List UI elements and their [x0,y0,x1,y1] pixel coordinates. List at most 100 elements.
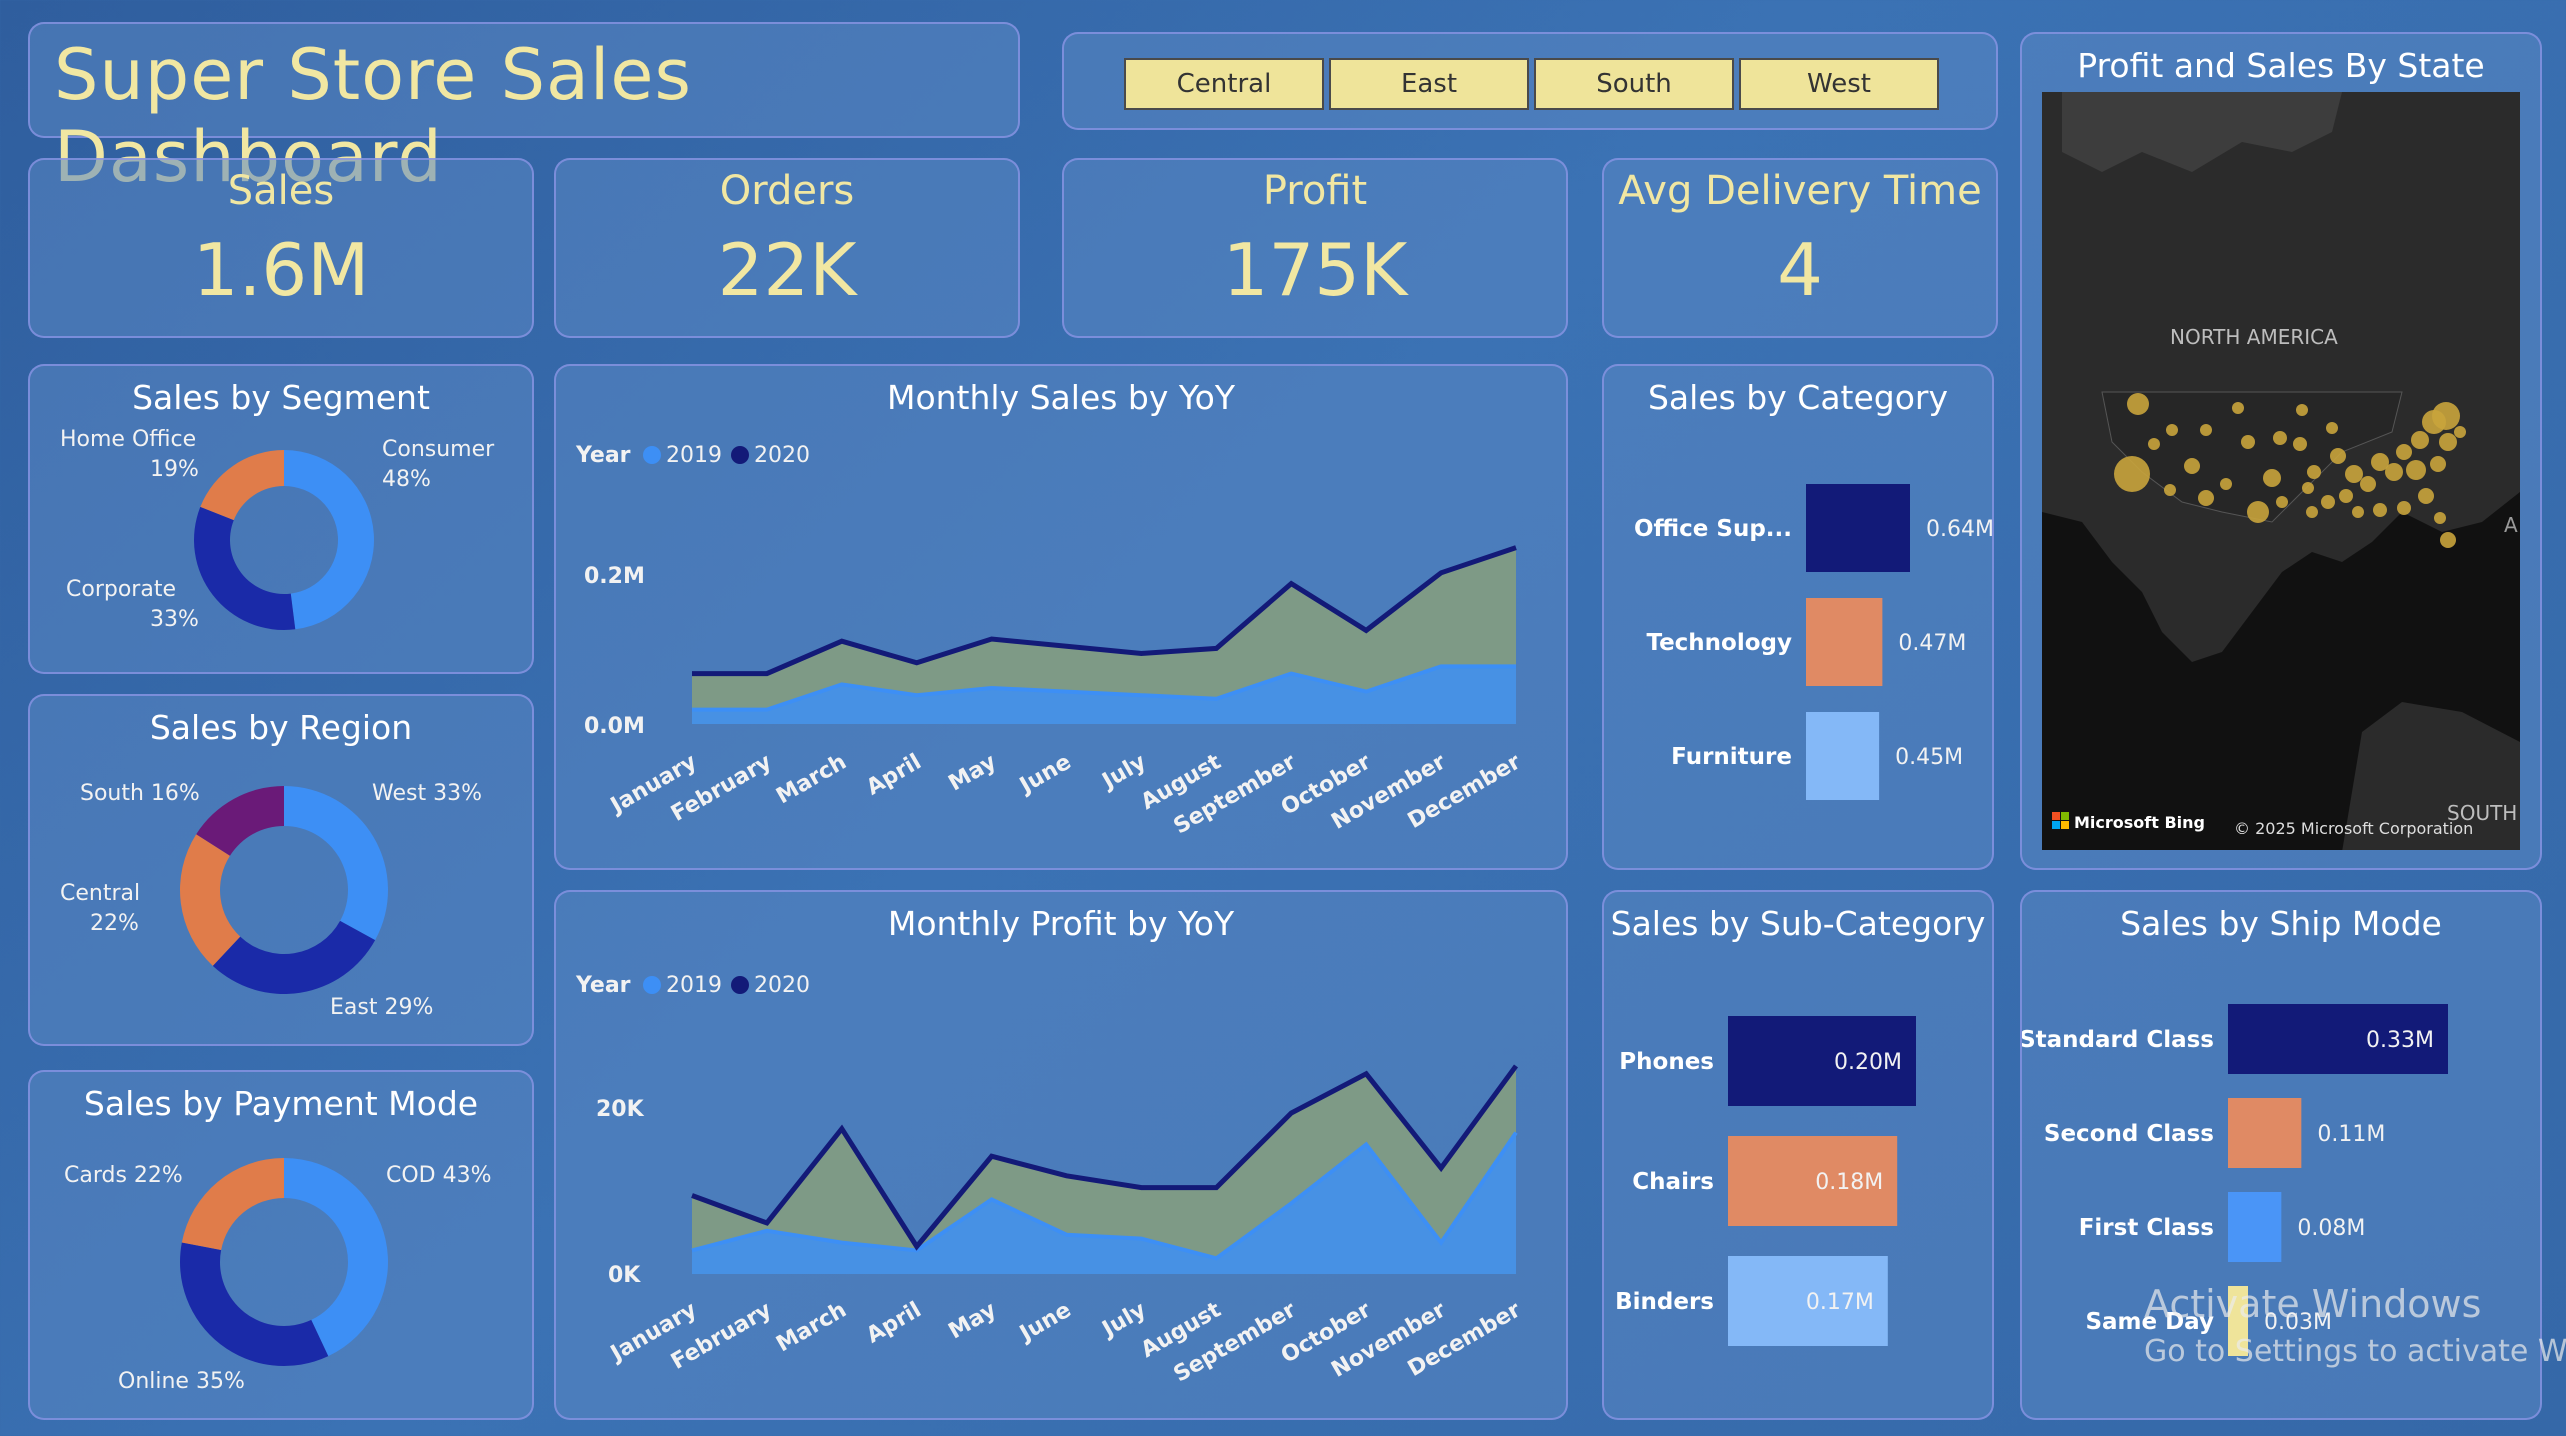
map-state-bubble[interactable] [2352,506,2364,518]
payment-online-label: Online 35% [118,1369,245,1394]
map-state-bubble[interactable] [2114,456,2150,492]
monthly-sales-card: Monthly Sales by YoY Year 2019 2020 0.2M… [554,364,1568,870]
map-state-bubble[interactable] [2385,463,2403,481]
map-state-bubble[interactable] [2127,393,2149,415]
map-state-bubble[interactable] [2454,426,2466,438]
slicer-south-button[interactable]: South [1534,58,1734,110]
payment-slice-cards[interactable] [181,1158,284,1251]
monthly-sales-title: Monthly Sales by YoY [886,378,1236,417]
map-state-bubble[interactable] [2373,503,2387,517]
map-state-bubble[interactable] [2406,460,2426,480]
kpi-delivery-label: Avg Delivery Time [1618,168,1982,214]
bar-second-class[interactable] [2228,1098,2302,1168]
slicer-east-button[interactable]: East [1329,58,1529,110]
kpi-delivery-card: Avg Delivery Time 4 [1602,158,1998,338]
bar-first-class[interactable] [2228,1192,2282,1262]
profit-line-2020[interactable] [691,1064,1519,1251]
map-state-bubble[interactable] [2439,433,2457,451]
map-state-bubble[interactable] [2411,431,2429,449]
region-slice-east[interactable] [212,920,376,994]
legend-2020-label: 2020 [754,443,810,468]
bar-technology[interactable] [1806,598,1883,686]
region-slice-west[interactable] [284,786,388,941]
map-state-bubble[interactable] [2166,424,2178,436]
shipmode-card: Sales by Ship Mode Standard Class 0.33M Se… [2020,890,2542,1420]
legend-2020-marker [731,976,749,994]
map-state-bubble[interactable] [2360,476,2376,492]
bar-furniture[interactable] [1806,712,1880,800]
profit-line-2019[interactable] [691,1131,1518,1261]
segment-consumer-pct: 48% [382,467,431,492]
segment-slice-home-office[interactable] [200,450,284,521]
map-state-bubble[interactable] [2307,465,2321,479]
segment-slice-corporate[interactable] [194,506,296,630]
map-state-bubble[interactable] [2247,501,2269,523]
map-state-bubble[interactable] [2232,402,2244,414]
map-state-bubble[interactable] [2220,478,2232,490]
x-tick-label: July [1097,1298,1151,1344]
map-state-bubble[interactable] [2263,469,2281,487]
bar-category-label: Phones [1619,1049,1714,1075]
bar-same-day[interactable] [2228,1286,2248,1356]
bar-standard-class[interactable] [2228,1004,2448,1074]
map-state-bubble[interactable] [2273,431,2287,445]
region-east-label: East 29% [330,995,433,1020]
map-state-bubble[interactable] [2396,444,2412,460]
category-bar-chart: Office Sup... 0.64M Technology 0.47M Furnitu… [1634,484,1994,800]
subcategory-card: Sales by Sub-Category Phones 0.20M Chairs 0… [1602,890,1994,1420]
bar-category-label: Furniture [1671,744,1792,770]
map-state-bubble[interactable] [2198,490,2214,506]
region-slice-south[interactable] [196,786,284,856]
map-state-bubble[interactable] [2293,437,2307,451]
map-state-bubble[interactable] [2339,489,2353,503]
region-central-label: Central [60,881,140,906]
map-state-bubble[interactable] [2432,402,2460,430]
bar-category-label: First Class [2079,1215,2214,1241]
map-state-bubble[interactable] [2397,501,2411,515]
map-state-bubble[interactable] [2440,532,2456,548]
bar-phones[interactable] [1728,1016,1916,1106]
sales-line-2020[interactable] [692,545,1517,677]
monthly-profit-card: Monthly Profit by YoY Year 2019 2020 20K… [554,890,1568,1420]
monthly-sales-legend-title: Year [575,443,631,468]
sales-line-2019[interactable] [692,664,1516,712]
bar-binders[interactable] [1728,1256,1888,1346]
slicer-west-button[interactable]: West [1739,58,1939,110]
slicer-central-button[interactable]: Central [1124,58,1324,110]
payment-slice-online[interactable] [180,1242,329,1366]
x-tick-label: May [944,750,1000,797]
region-slice-central[interactable] [180,834,241,966]
state-map[interactable]: NORTH AMERICA SOUTH A Microsoft Bing © 2… [2042,92,2520,850]
map-state-bubble[interactable] [2326,422,2338,434]
kpi-profit-label: Profit [1262,168,1368,214]
map-state-bubble[interactable] [2276,496,2288,508]
map-state-bubble[interactable] [2306,506,2318,518]
map-state-bubble[interactable] [2330,448,2346,464]
map-state-bubble[interactable] [2184,458,2200,474]
monthly-profit-legend-title: Year [575,973,631,998]
map-state-bubble[interactable] [2164,484,2176,496]
map-state-bubble[interactable] [2434,512,2446,524]
kpi-orders-value: 22K [717,228,857,312]
map-label-a: A [2504,513,2518,537]
map-state-bubble[interactable] [2296,404,2308,416]
map-state-bubble[interactable] [2418,488,2434,504]
map-state-bubble[interactable] [2148,438,2160,450]
kpi-orders-card: Orders 22K [554,158,1020,338]
north-america-land [2042,92,2520,662]
kpi-sales-label: Sales [227,168,335,214]
map-state-bubble[interactable] [2371,453,2389,471]
segment-slice-consumer[interactable] [284,450,374,630]
map-state-bubble[interactable] [2241,435,2255,449]
map-state-bubble[interactable] [2200,424,2212,436]
segment-corporate-pct: 33% [150,607,199,632]
y-tick-label: 0K [608,1263,641,1288]
payment-slice-cod[interactable] [284,1158,388,1357]
bar-office-sup-[interactable] [1806,484,1910,572]
map-state-bubble[interactable] [2302,482,2314,494]
payment-card: Sales by Payment Mode COD 43% Cards 22% … [28,1070,534,1420]
map-state-bubble[interactable] [2430,456,2446,472]
bar-chairs[interactable] [1728,1136,1898,1226]
map-state-bubble[interactable] [2345,465,2363,483]
map-state-bubble[interactable] [2321,495,2335,509]
